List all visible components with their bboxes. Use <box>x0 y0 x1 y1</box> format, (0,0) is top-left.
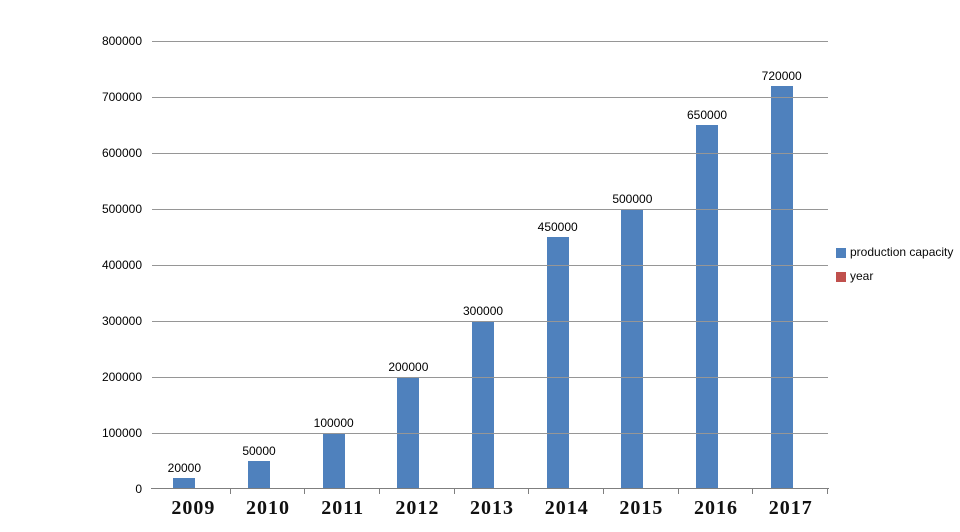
bar-value-label: 450000 <box>537 220 578 234</box>
legend-item-year: year <box>836 270 953 283</box>
gridline <box>152 97 828 98</box>
gridline <box>152 433 828 434</box>
x-axis-label-2011: 2011 <box>321 497 365 519</box>
bar-cell: 50000 <box>231 41 306 489</box>
bar-2017 <box>770 85 793 489</box>
gridline <box>152 321 828 322</box>
legend-label-production-capacity: production capacity <box>850 245 954 259</box>
axis-tick <box>603 489 604 494</box>
legend-label-year: year <box>850 269 874 283</box>
axis-tick <box>304 489 305 494</box>
bar-2013 <box>472 321 495 489</box>
legend: production capacity year <box>836 246 953 294</box>
bar-cell: 650000 <box>679 41 754 489</box>
x-axis-label-2014: 2014 <box>544 497 589 519</box>
axis-tick <box>528 489 529 494</box>
legend-item-production-capacity: production capacity <box>836 246 953 259</box>
bar-cell: 450000 <box>529 41 604 489</box>
gridline <box>152 209 828 210</box>
bar-2010 <box>248 461 270 489</box>
bar-2016 <box>696 125 719 489</box>
axis-tick <box>752 489 753 494</box>
axis-tick <box>454 489 455 494</box>
bar-2015 <box>621 209 644 489</box>
x-axis-label-2009: 2009 <box>171 497 216 519</box>
bar-cell: 720000 <box>753 41 828 489</box>
x-axis-label-2015: 2015 <box>619 497 664 519</box>
gridline <box>152 153 828 154</box>
bar-value-label: 100000 <box>313 416 354 430</box>
axis-tick <box>379 489 380 494</box>
y-axis-tick-label: 100000 <box>101 426 142 440</box>
gridline <box>152 41 828 42</box>
legend-swatch-production-capacity <box>836 247 846 258</box>
bar-cell: 100000 <box>305 41 380 489</box>
x-axis-label-2016: 2016 <box>694 497 739 519</box>
bar-2014 <box>546 237 569 489</box>
x-axis-line <box>151 488 829 489</box>
y-axis-tick-label: 0 <box>135 482 142 496</box>
x-axis-label-2010: 2010 <box>246 497 290 519</box>
bar-cell: 300000 <box>455 41 530 489</box>
y-axis-tick-label: 200000 <box>101 370 142 384</box>
bar-cell: 500000 <box>604 41 679 489</box>
x-axis-label-2012: 2012 <box>395 497 440 519</box>
bar-2009 <box>173 477 196 489</box>
y-axis-tick-label: 600000 <box>101 146 142 160</box>
bar-value-label: 300000 <box>462 304 504 318</box>
bar-value-label: 720000 <box>761 68 802 83</box>
gridline <box>152 265 828 266</box>
gridline <box>152 377 828 378</box>
y-axis-tick-label: 400000 <box>101 258 142 272</box>
x-axis-label-2017: 2017 <box>768 497 813 519</box>
bar-value-label: 500000 <box>612 192 653 206</box>
legend-swatch-year <box>836 271 846 282</box>
bars-row: 20000 50000 100000 200000 300000 450000 500000… <box>156 41 828 489</box>
bar-2011 <box>322 433 345 489</box>
axis-tick <box>230 489 231 494</box>
bar-value-label: 50000 <box>242 444 276 458</box>
x-axis-label-2013: 2013 <box>470 497 515 519</box>
y-axis-tick-label: 500000 <box>101 202 142 216</box>
bar-value-label: 200000 <box>388 360 429 374</box>
y-axis-tick-label: 700000 <box>101 90 142 104</box>
bar-value-label: 20000 <box>167 460 202 475</box>
bar-value-label: 650000 <box>687 108 728 122</box>
x-axis-labels: 2009 2010 2011 2012 2013 2014 2015 2016 2017 <box>156 496 828 520</box>
axis-tick <box>678 489 679 494</box>
y-axis-tick-label: 300000 <box>101 314 142 328</box>
y-axis: 0 100000 200000 300000 400000 500000 600000 700… <box>0 35 142 495</box>
plot-area: 20000 50000 100000 200000 300000 450000 500000… <box>151 41 829 494</box>
bar-cell: 20000 <box>156 41 231 489</box>
y-axis-tick-label: 800000 <box>101 34 142 48</box>
axis-tick <box>827 489 828 494</box>
